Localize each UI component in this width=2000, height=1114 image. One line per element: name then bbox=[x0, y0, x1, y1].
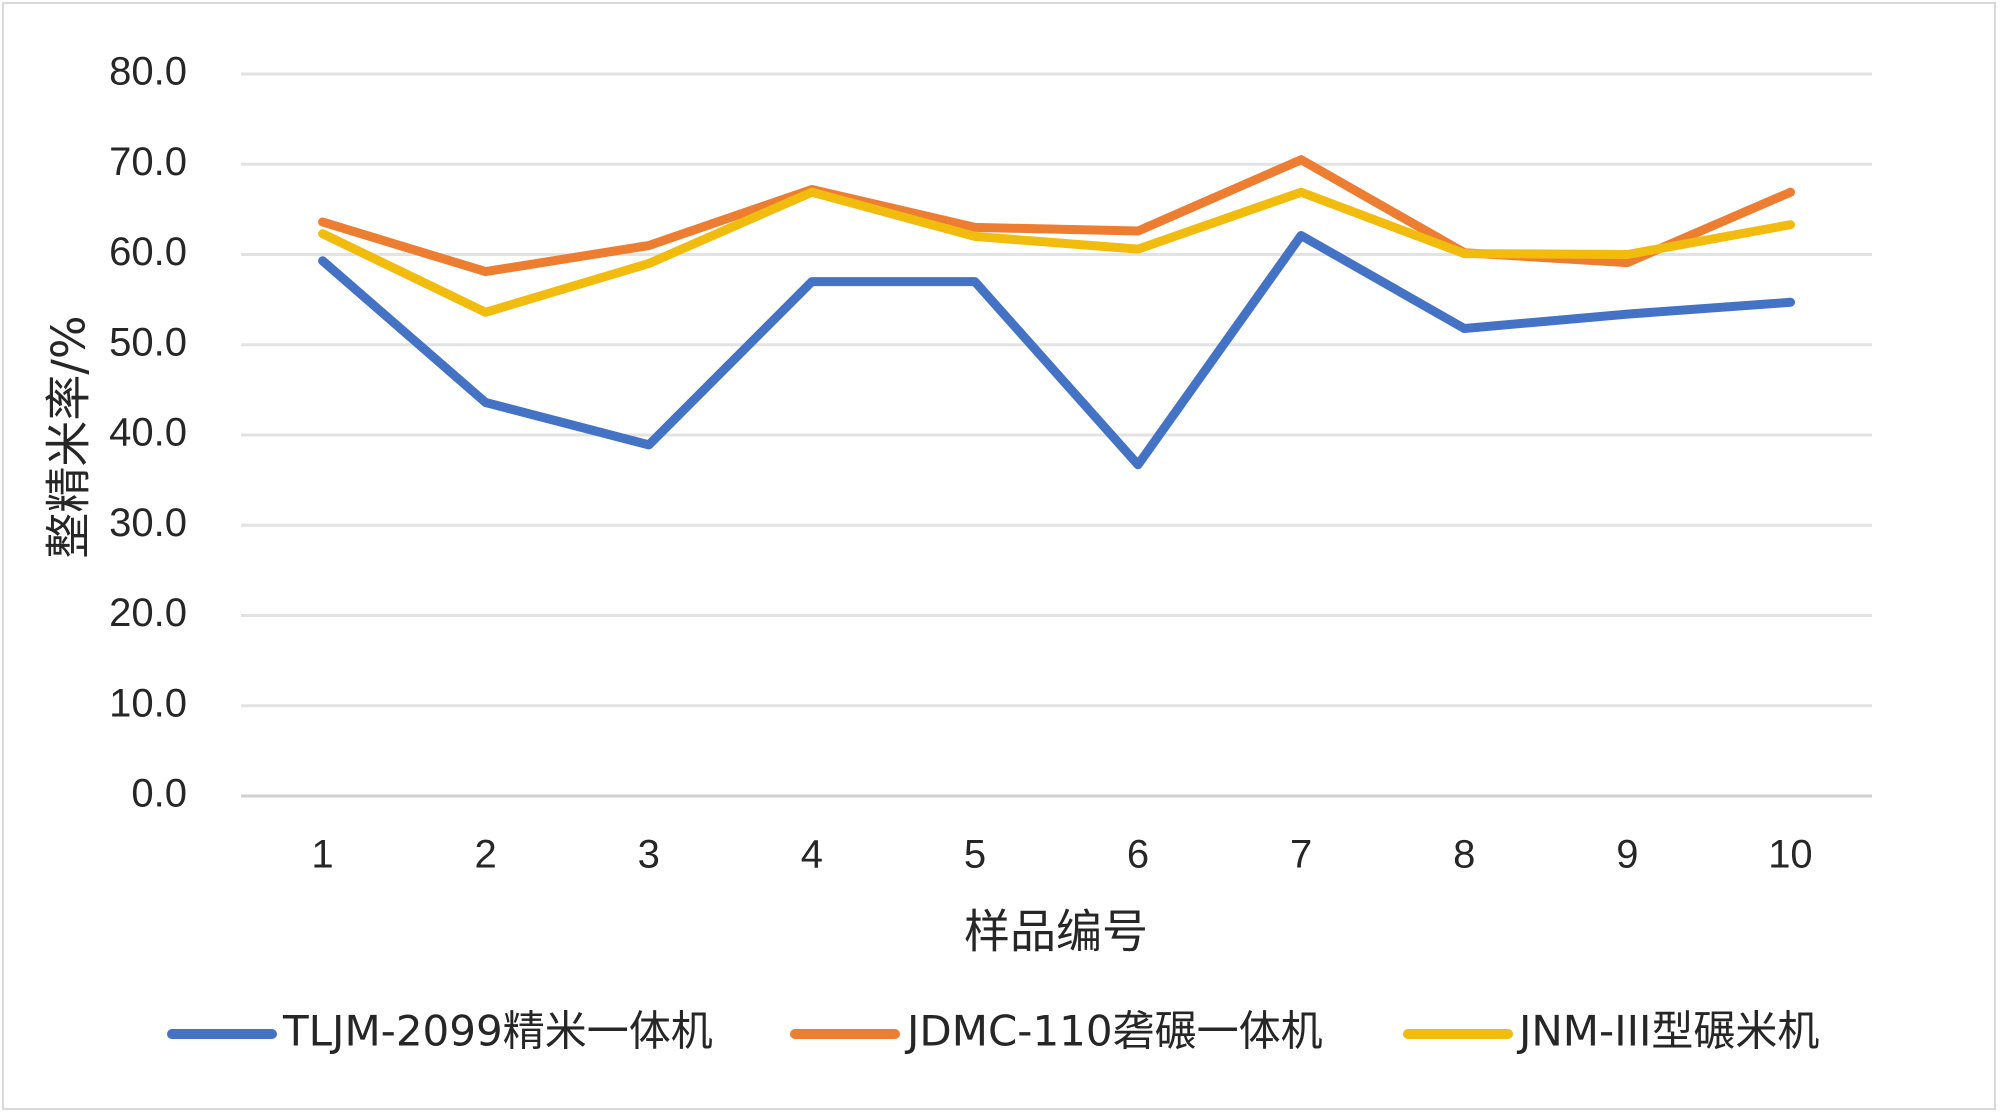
x-tick-label: 2 bbox=[475, 833, 497, 877]
series-lines bbox=[318, 155, 1795, 470]
y-tick-label: 10.0 bbox=[109, 681, 187, 725]
x-tick-label: 3 bbox=[638, 833, 660, 877]
y-tick-label: 60.0 bbox=[109, 230, 187, 274]
x-tick-labels: 1 2 3 4 5 6 7 8 9 10 bbox=[311, 833, 1812, 877]
series-line-3 bbox=[318, 187, 1795, 317]
y-tick-labels: 0.0 10.0 20.0 30.0 40.0 50.0 60.0 70.0 80.0 bbox=[109, 50, 187, 816]
y-tick-label: 50.0 bbox=[109, 320, 187, 364]
y-tick-label: 80.0 bbox=[109, 50, 187, 94]
x-tick-label: 10 bbox=[1768, 833, 1813, 877]
y-axis-title: 整精米率/% bbox=[42, 315, 96, 558]
x-tick-label: 8 bbox=[1453, 833, 1475, 877]
y-tick-label: 30.0 bbox=[109, 501, 187, 545]
x-tick-label: 4 bbox=[801, 833, 823, 877]
x-tick-label: 7 bbox=[1290, 833, 1312, 877]
legend-label: JDMC-110砻碾一体机 bbox=[904, 1007, 1323, 1056]
y-tick-label: 20.0 bbox=[109, 591, 187, 635]
legend-label: TLJM-2099精米一体机 bbox=[282, 1007, 713, 1056]
x-tick-label: 6 bbox=[1127, 833, 1149, 877]
y-tick-label: 0.0 bbox=[131, 772, 187, 816]
legend: TLJM-2099精米一体机 JDMC-110砻碾一体机 JNM-III型碾米机 bbox=[167, 1007, 1819, 1056]
series-line-1 bbox=[318, 231, 1795, 470]
legend-label: JNM-III型碾米机 bbox=[1516, 1007, 1819, 1056]
x-tick-label: 1 bbox=[311, 833, 333, 877]
gridlines bbox=[241, 72, 1872, 798]
x-tick-label: 9 bbox=[1616, 833, 1638, 877]
y-tick-label: 40.0 bbox=[109, 411, 187, 455]
y-tick-label: 70.0 bbox=[109, 140, 187, 184]
x-tick-label: 5 bbox=[964, 833, 986, 877]
x-axis-title: 样品编号 bbox=[964, 905, 1148, 959]
